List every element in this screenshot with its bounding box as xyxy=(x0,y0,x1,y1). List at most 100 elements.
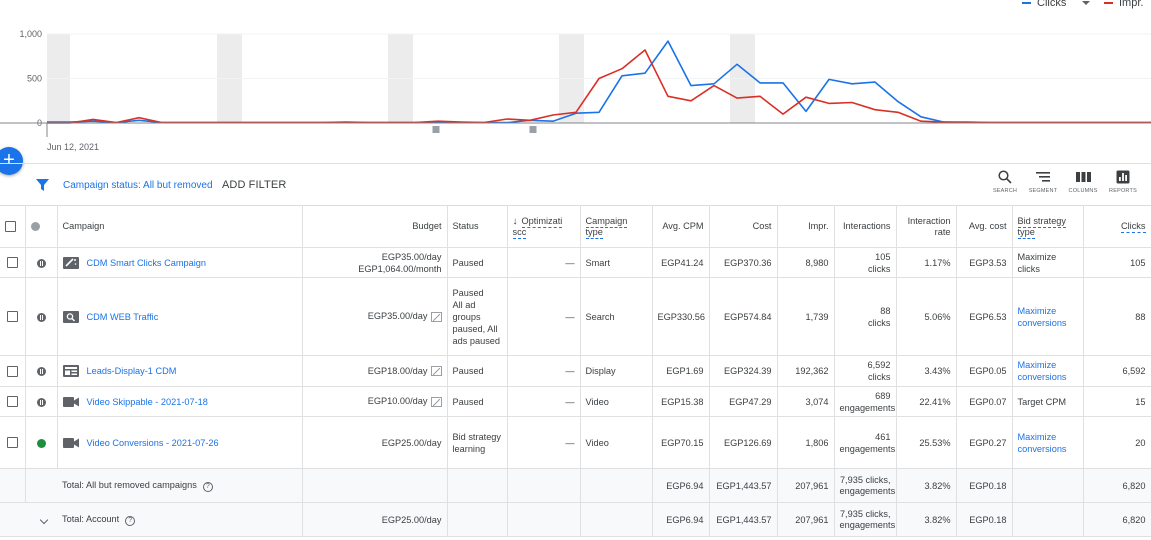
row-status-cell xyxy=(25,277,58,356)
total-empty-cell xyxy=(447,468,508,503)
status-cell: Paused xyxy=(447,247,508,278)
header-bid-strategy[interactable]: Bid strategy type xyxy=(1012,205,1084,248)
campaign-name-link[interactable]: CDM Smart Clicks Campaign xyxy=(86,257,206,268)
budget-monthly-value: EGP1,064.00/month xyxy=(358,263,442,274)
filter-icon[interactable] xyxy=(36,179,49,191)
campaign-name-link[interactable]: Video Skippable - 2021-07-18 xyxy=(86,396,208,407)
budget-value[interactable]: EGP35.00/day xyxy=(381,251,442,262)
avg-cost-cell: EGP0.07 xyxy=(956,386,1013,417)
total-impr-cell: 207,961 xyxy=(777,468,835,503)
enabled-icon[interactable] xyxy=(36,438,46,448)
legend-impr[interactable]: Impr. xyxy=(1104,0,1143,9)
budget-value[interactable]: EGP35.00/day xyxy=(367,311,428,322)
reports-tool-button[interactable]: REPORTS xyxy=(1103,170,1143,194)
segment-tool-button[interactable]: SEGMENT xyxy=(1023,170,1063,194)
total-avg-cost-cell: EGP0.18 xyxy=(956,502,1013,537)
reports-tool-label: REPORTS xyxy=(1109,188,1137,194)
help-icon[interactable]: ? xyxy=(125,515,136,526)
bid-strategy-cell: Maximize clicks xyxy=(1012,247,1084,278)
bid-strategy-link[interactable]: Maximize conversions xyxy=(1017,305,1067,328)
header-campaign-label: Campaign xyxy=(62,221,105,231)
row-checkbox[interactable] xyxy=(6,437,18,449)
interactions-unit: engagements xyxy=(839,402,896,413)
interactions-value: 461 xyxy=(875,431,891,442)
table-row[interactable]: Video Skippable - 2021-07-18 EGP10.00/da… xyxy=(0,386,1151,417)
clicks-cell: 15 xyxy=(1083,386,1151,417)
row-checkbox[interactable] xyxy=(6,311,18,323)
search-tool-button[interactable]: SEARCH xyxy=(985,170,1025,194)
interactions-unit: clicks xyxy=(868,263,891,274)
budget-value[interactable]: EGP18.00/day xyxy=(367,365,428,376)
add-campaign-button[interactable]: + xyxy=(0,147,23,175)
campaigns-table: Campaign Budget Status ↓ Optimizati scc C… xyxy=(0,205,1151,537)
campaign-name-link[interactable]: Leads-Display-1 CDM xyxy=(86,366,177,376)
avg-cost-cell: EGP0.05 xyxy=(956,355,1013,387)
bid-strategy-value: Target CPM xyxy=(1017,396,1067,407)
columns-tool-button[interactable]: COLUMNS xyxy=(1063,170,1103,194)
campaign-name-link[interactable]: CDM WEB Traffic xyxy=(86,311,159,322)
image-icon xyxy=(430,396,442,407)
cost-cell: EGP370.36 xyxy=(709,247,778,278)
interactions-cell: 6,592 clicks xyxy=(834,355,897,387)
row-checkbox[interactable] xyxy=(6,396,18,408)
row-checkbox[interactable] xyxy=(6,365,18,377)
header-interaction-rate[interactable]: Interaction rate xyxy=(896,205,957,248)
header-campaign-type[interactable]: Campaign type xyxy=(580,205,653,248)
interactions-value: 88 xyxy=(880,305,891,316)
row-select-cell xyxy=(0,277,26,356)
segment-tool-label: SEGMENT xyxy=(1028,188,1058,194)
interactions-unit: engagements xyxy=(839,443,896,454)
total-row: Total: Account? EGP25.00/day EGP6.94 EGP… xyxy=(0,502,1151,537)
total-clicks-cell: 6,820 xyxy=(1083,502,1151,537)
status-filter-dot-icon[interactable] xyxy=(30,222,40,232)
interactions-cell: 461 engagements xyxy=(834,416,897,469)
paused-icon[interactable] xyxy=(36,312,46,322)
table-row[interactable]: Leads-Display-1 CDM EGP18.00/day Paused … xyxy=(0,355,1151,387)
total-avg-cpm-cell: EGP6.94 xyxy=(652,468,710,503)
header-campaign[interactable]: Campaign xyxy=(57,205,303,248)
campaign-status-filter[interactable]: Campaign status: All but removed xyxy=(63,180,213,191)
row-checkbox[interactable] xyxy=(6,257,18,269)
select-all-checkbox[interactable] xyxy=(5,221,16,233)
reports-icon xyxy=(1116,170,1130,184)
total-label: Total: All but removed campaigns xyxy=(62,479,197,490)
help-icon[interactable]: ? xyxy=(202,481,213,492)
header-avg-cpm-label: Avg. CPM xyxy=(662,221,704,231)
chevron-down-icon[interactable] xyxy=(39,515,49,524)
legend-clicks[interactable]: Clicks xyxy=(1022,0,1091,9)
row-select-cell xyxy=(0,247,26,278)
total-label: Total: Account xyxy=(62,513,120,524)
table-row[interactable]: CDM Smart Clicks Campaign EGP35.00/day EG… xyxy=(0,247,1151,278)
bid-strategy-link[interactable]: Maximize conversions xyxy=(1017,360,1067,382)
header-impr[interactable]: Impr. xyxy=(777,205,835,248)
chevron-down-icon[interactable] xyxy=(1082,1,1091,5)
interactions-cell: 105 clicks xyxy=(834,247,897,278)
header-status[interactable]: Status xyxy=(447,205,508,248)
header-optimization[interactable]: ↓ Optimizati scc xyxy=(507,205,581,248)
clicks-cell: 88 xyxy=(1083,277,1151,356)
image-icon xyxy=(430,366,442,377)
status-cell: Paused xyxy=(447,386,508,417)
video-campaign-icon xyxy=(62,396,79,407)
paused-icon[interactable] xyxy=(36,258,46,268)
paused-icon[interactable] xyxy=(36,367,46,377)
header-interactions[interactable]: Interactions xyxy=(834,205,897,248)
header-cost[interactable]: Cost xyxy=(709,205,778,248)
legend-impr-label: Impr. xyxy=(1119,0,1144,9)
campaign-cell: Leads-Display-1 CDM xyxy=(57,355,303,387)
legend-impr-swatch xyxy=(1104,2,1113,4)
table-row[interactable]: Video Conversions - 2021-07-26 EGP25.00/… xyxy=(0,416,1151,469)
campaign-name-link[interactable]: Video Conversions - 2021-07-26 xyxy=(86,437,219,448)
header-avg-cpm[interactable]: Avg. CPM xyxy=(652,205,710,248)
budget-value[interactable]: EGP25.00/day xyxy=(381,437,442,448)
table-row[interactable]: CDM WEB Traffic EGP35.00/day Paused All a… xyxy=(0,277,1151,356)
total-label-cell: Total: All but removed campaigns? xyxy=(57,468,303,503)
paused-icon[interactable] xyxy=(36,397,46,407)
bid-strategy-link[interactable]: Maximize conversions xyxy=(1017,431,1067,454)
header-clicks[interactable]: Clicks xyxy=(1083,205,1151,248)
header-avg-cost[interactable]: Avg. cost xyxy=(956,205,1013,248)
add-filter-button[interactable]: ADD FILTER xyxy=(222,179,287,191)
interaction-rate-cell: 22.41% xyxy=(896,386,957,417)
header-budget[interactable]: Budget xyxy=(302,205,448,248)
budget-value[interactable]: EGP10.00/day xyxy=(367,396,428,407)
